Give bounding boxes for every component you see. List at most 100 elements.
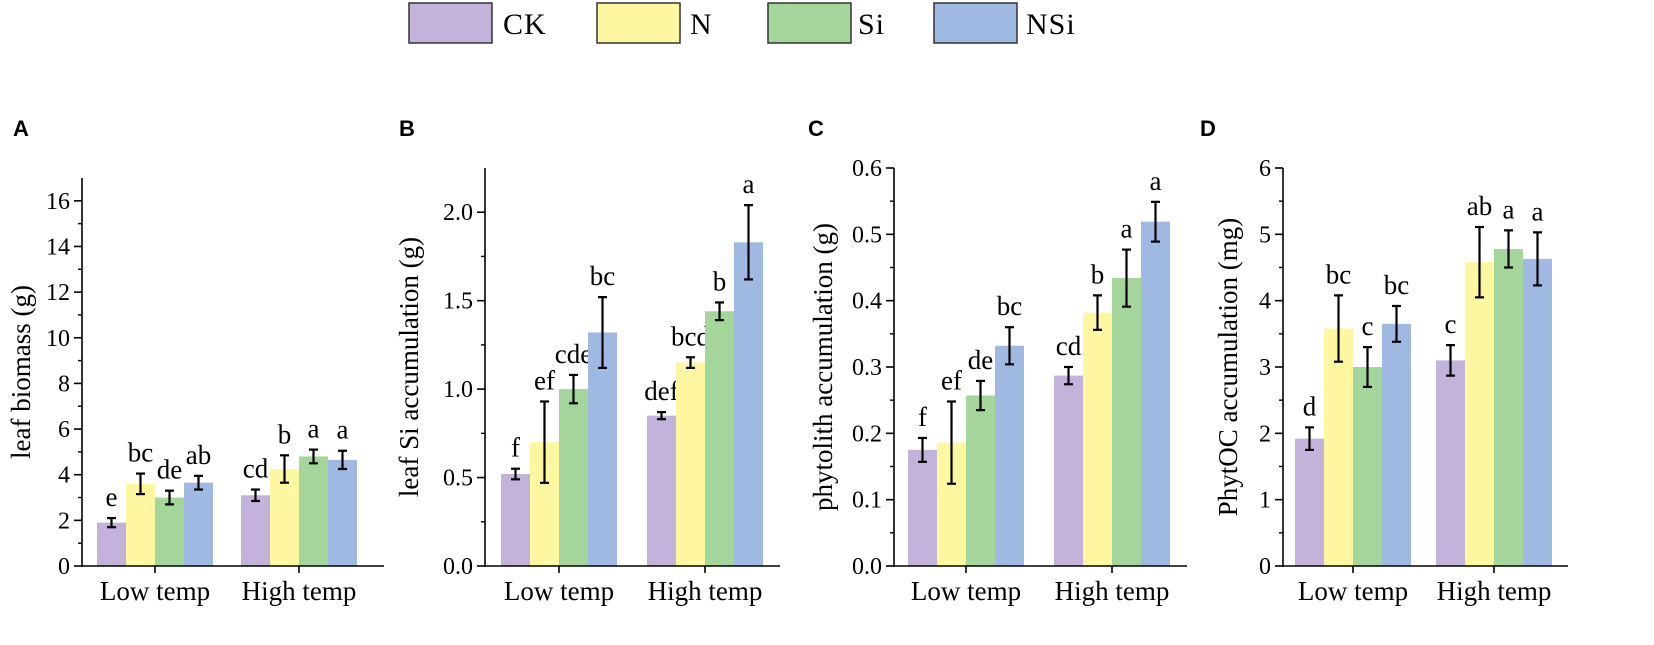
- y-tick-label: 0.0: [443, 554, 473, 580]
- significance-letter: bcd: [671, 321, 710, 351]
- bar-ck-low: [908, 449, 937, 566]
- y-tick-label: 0.4: [852, 289, 882, 315]
- y-tick-label: 1: [1259, 488, 1271, 514]
- x-category-label: High temp: [1437, 576, 1552, 606]
- significance-letter: a: [337, 415, 349, 445]
- legend: CK N Si NSi: [408, 2, 1076, 44]
- bar-n-high: [1465, 262, 1494, 566]
- bar-n-high: [1083, 312, 1112, 566]
- significance-letter: bc: [1384, 270, 1410, 300]
- y-axis-title: phytolith accumulation (g): [808, 223, 838, 511]
- bar-ck-high: [241, 495, 270, 566]
- legend-swatch-nsi: [933, 2, 1018, 44]
- significance-letter: c: [1445, 309, 1457, 339]
- y-tick-label: 2: [1259, 421, 1271, 447]
- y-tick-label: 6: [1259, 156, 1271, 182]
- x-category-label: Low temp: [911, 576, 1021, 606]
- panel-b: Bf def ef bcd cde b bc a 0.0 0.5 1.0 1.5 2.0 Low temp…: [394, 116, 780, 606]
- significance-letter: a: [1532, 196, 1544, 226]
- significance-letter: f: [918, 402, 927, 432]
- legend-swatch-si: [767, 2, 852, 44]
- significance-letter: a: [743, 169, 755, 199]
- panel-letter: D: [1200, 116, 1216, 141]
- y-tick-label: 0.6: [852, 156, 882, 182]
- significance-letter: de: [968, 345, 994, 375]
- bar-ck-high: [1436, 360, 1465, 566]
- y-tick-label: 0.5: [443, 466, 473, 492]
- bar-n-low: [1324, 328, 1353, 566]
- significance-letter: def: [644, 376, 678, 406]
- y-tick-label: 1.5: [443, 289, 473, 315]
- significance-letter: cd: [1056, 331, 1082, 361]
- significance-letter: bc: [1326, 259, 1352, 289]
- significance-letter: a: [308, 414, 320, 444]
- bar-ck-low: [1295, 438, 1324, 566]
- y-tick-label: 16: [46, 189, 70, 215]
- significance-letter: e: [106, 482, 118, 512]
- significance-letter: ab: [1467, 191, 1492, 221]
- bar-nsi-low: [1382, 323, 1411, 566]
- y-tick-label: 3: [1259, 355, 1271, 381]
- bar-si-low: [559, 389, 588, 566]
- bar-n-high: [270, 469, 299, 566]
- y-tick-label: 0.2: [852, 421, 882, 447]
- x-category-label: High temp: [242, 576, 357, 606]
- y-tick-label: 12: [46, 280, 70, 306]
- y-tick-label: 0.5: [852, 222, 882, 248]
- y-tick-label: 0.1: [852, 488, 882, 514]
- bar-nsi-high: [1523, 258, 1552, 566]
- significance-letter: ef: [534, 365, 555, 395]
- y-tick-label: 0: [58, 554, 70, 580]
- bar-si-high: [1494, 248, 1523, 566]
- legend-label-si: Si: [858, 8, 885, 41]
- y-tick-label: 0: [1259, 554, 1271, 580]
- bar-si-high: [705, 311, 734, 566]
- y-tick-label: 14: [46, 234, 70, 260]
- y-tick-label: 5: [1259, 222, 1271, 248]
- bar-si-high: [299, 456, 328, 566]
- bar-nsi-high: [328, 459, 357, 566]
- legend-label-n: N: [690, 8, 713, 41]
- legend-label-ck: CK: [503, 8, 547, 41]
- bar-nsi-high: [1141, 221, 1170, 567]
- bar-si-low: [1353, 367, 1382, 566]
- bar-nsi-low: [995, 345, 1024, 566]
- bar-nsi-low: [588, 332, 617, 566]
- bar-ck-low: [501, 474, 530, 566]
- legend-swatch-n: [596, 2, 681, 44]
- y-tick-label: 1.0: [443, 377, 473, 403]
- bar-n-high: [676, 362, 705, 566]
- y-tick-label: 4: [58, 463, 70, 489]
- y-tick-label: 0.0: [852, 554, 882, 580]
- bar-ck-low: [97, 522, 126, 566]
- bar-ck-high: [647, 415, 676, 566]
- panel-letter: C: [808, 116, 824, 141]
- panel-letter: B: [399, 116, 415, 141]
- legend-swatch-ck: [408, 2, 493, 44]
- x-category-label: Low temp: [504, 576, 614, 606]
- panel-a: Ae cd bc b de a ab a 0 2 4 6 8 10 12 14 16 Low temp High t…: [6, 116, 384, 606]
- significance-letter: b: [1091, 259, 1105, 289]
- panel-c: Cf cd ef b de a bc a 0.0 0.1 0.2 0.3 0.4 0.5 0.6 Low te…: [808, 116, 1187, 606]
- x-category-label: Low temp: [100, 576, 210, 606]
- significance-letter: cd: [243, 454, 269, 484]
- y-axis-title: leaf Si accumulation (g): [394, 237, 424, 497]
- bar-si-low: [966, 395, 995, 566]
- bar-si-low: [155, 497, 184, 566]
- y-tick-label: 0.3: [852, 355, 882, 381]
- bar-si-high: [1112, 278, 1141, 566]
- y-axis-title: PhytOC accumulation (mg): [1213, 218, 1243, 516]
- significance-letter: bc: [128, 438, 154, 468]
- significance-letter: de: [157, 455, 183, 485]
- y-tick-label: 2.0: [443, 200, 473, 226]
- panel-letter: A: [13, 116, 29, 141]
- y-axis-title: leaf biomass (g): [6, 285, 36, 459]
- legend-label-nsi: NSi: [1026, 8, 1076, 41]
- significance-letter: bc: [590, 261, 616, 291]
- significance-letter: ef: [941, 365, 962, 395]
- significance-letter: bc: [997, 291, 1023, 321]
- significance-letter: f: [511, 433, 520, 463]
